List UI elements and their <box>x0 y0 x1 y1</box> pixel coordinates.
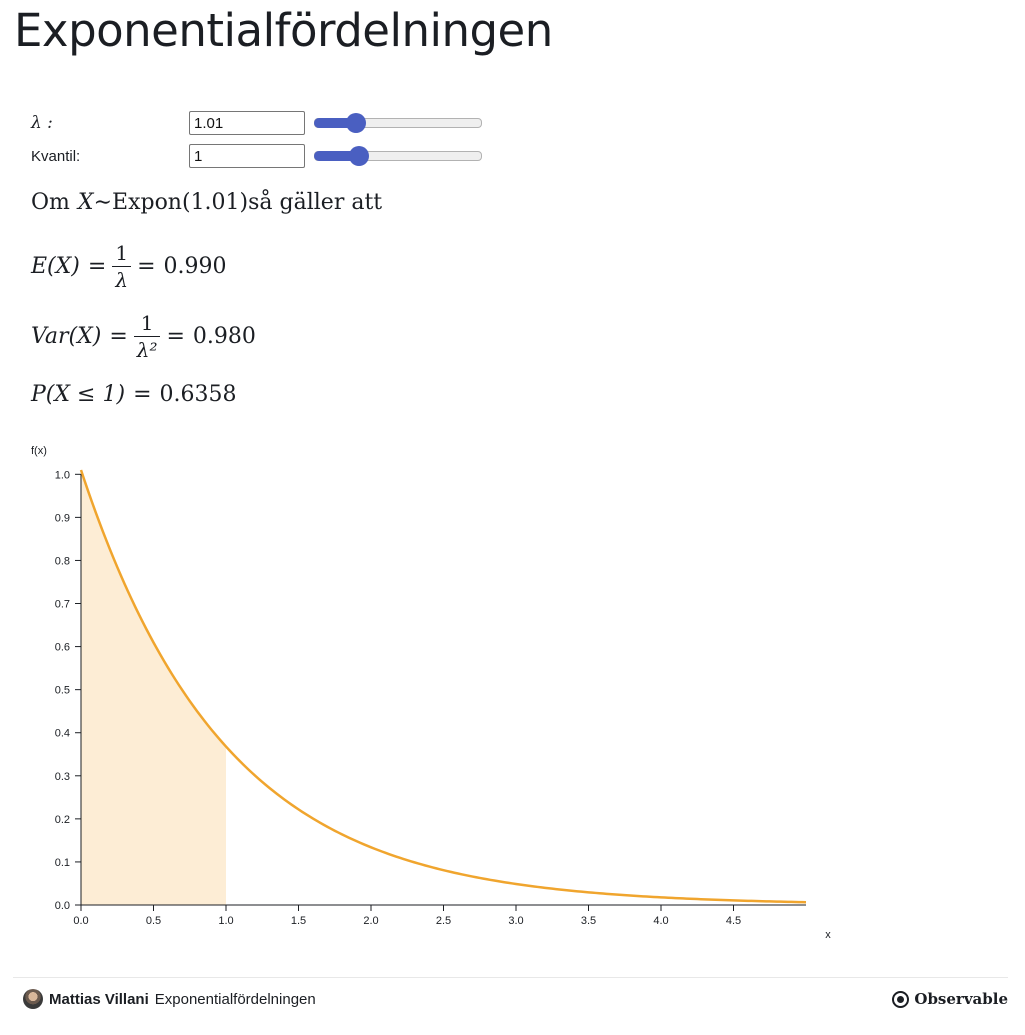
intro-suffix: så gäller att <box>248 190 382 215</box>
variance-fraction: 1 λ² <box>134 310 161 363</box>
mean-fraction: 1 λ <box>112 240 131 293</box>
distribution-statement: Om X ∼ Expon(1.01) så gäller att <box>31 190 382 215</box>
lambda-slider[interactable] <box>314 110 482 136</box>
mean-equals-2: = <box>137 254 155 279</box>
variance-denominator: λ² <box>134 337 161 363</box>
y-tick-label: 0.5 <box>55 685 70 697</box>
page-title: Exponentialfördelningen <box>14 4 553 57</box>
mean-value: 0.990 <box>164 254 227 279</box>
mean-equals: = <box>88 254 106 279</box>
y-tick-label: 0.3 <box>55 771 70 783</box>
y-tick-label: 0.7 <box>55 599 70 611</box>
x-tick-label: 1.5 <box>291 915 306 927</box>
tilde-symbol: ∼ <box>94 190 112 215</box>
variance-equals: = <box>109 324 127 349</box>
probability-lhs: P(X ≤ 1) <box>31 382 125 407</box>
lambda-number-input[interactable] <box>189 111 305 135</box>
quantile-slider[interactable] <box>314 143 482 169</box>
quantile-label: Kvantil: <box>31 148 189 165</box>
observable-icon <box>892 991 909 1008</box>
y-tick-label: 0.2 <box>55 814 70 826</box>
footer-notebook-title[interactable]: Exponentialfördelningen <box>155 991 316 1008</box>
quantile-slider-thumb[interactable] <box>349 146 369 166</box>
author-name[interactable]: Mattias Villani <box>49 991 149 1008</box>
y-tick-label: 1.0 <box>55 469 70 481</box>
x-axis-label: x <box>825 929 831 941</box>
x-tick-label: 0.5 <box>146 915 161 927</box>
lambda-label: λ : <box>31 113 189 133</box>
x-tick-label: 4.5 <box>726 915 741 927</box>
x-tick-label: 4.0 <box>653 915 668 927</box>
variance-numerator: 1 <box>138 310 157 336</box>
lambda-control: λ : <box>31 110 482 136</box>
y-axis-label: f(x) <box>31 445 47 457</box>
y-tick-label: 0.9 <box>55 512 70 524</box>
probability-value: 0.6358 <box>160 382 237 407</box>
y-tick-label: 0.6 <box>55 642 70 654</box>
mean-formula: E(X) = 1 λ = 0.990 <box>31 240 226 293</box>
mean-denominator: λ <box>112 267 131 293</box>
mean-numerator: 1 <box>112 240 131 266</box>
x-tick-label: 3.5 <box>581 915 596 927</box>
x-tick-label: 3.0 <box>508 915 523 927</box>
mean-lhs: E(X) <box>31 254 80 279</box>
variance-equals-2: = <box>166 324 184 349</box>
y-tick-label: 0.0 <box>55 900 70 912</box>
lambda-slider-thumb[interactable] <box>346 113 366 133</box>
x-tick-label: 1.0 <box>218 915 233 927</box>
x-tick-label: 0.0 <box>73 915 88 927</box>
y-tick-label: 0.1 <box>55 857 70 869</box>
observable-brand-label: Observable <box>914 990 1008 1008</box>
x-tick-label: 2.5 <box>436 915 451 927</box>
x-tick-label: 2.0 <box>363 915 378 927</box>
y-tick-label: 0.4 <box>55 728 70 740</box>
variance-value: 0.980 <box>193 324 256 349</box>
footer: Mattias Villani Exponentialfördelningen … <box>13 977 1008 1020</box>
quantile-control: Kvantil: <box>31 143 482 169</box>
intro-prefix: Om <box>31 190 70 215</box>
distribution-name: Expon(1.01) <box>112 190 248 215</box>
shaded-area <box>81 470 226 905</box>
quantile-number-input[interactable] <box>189 144 305 168</box>
observable-logo[interactable]: Observable <box>892 990 1008 1008</box>
probability-formula: P(X ≤ 1) = 0.6358 <box>31 382 236 407</box>
probability-equals: = <box>133 382 151 407</box>
variance-lhs: Var(X) <box>31 324 101 349</box>
density-chart: 0.0 0.5 1.0 1.5 2.0 2.5 3.0 3.5 4.0 4.5 0.0 0.1 0.2 0… <box>0 435 860 950</box>
variance-formula: Var(X) = 1 λ² = 0.980 <box>31 310 256 363</box>
variable-x: X <box>78 190 94 215</box>
author-avatar[interactable] <box>23 989 43 1009</box>
y-tick-label: 0.8 <box>55 555 70 567</box>
